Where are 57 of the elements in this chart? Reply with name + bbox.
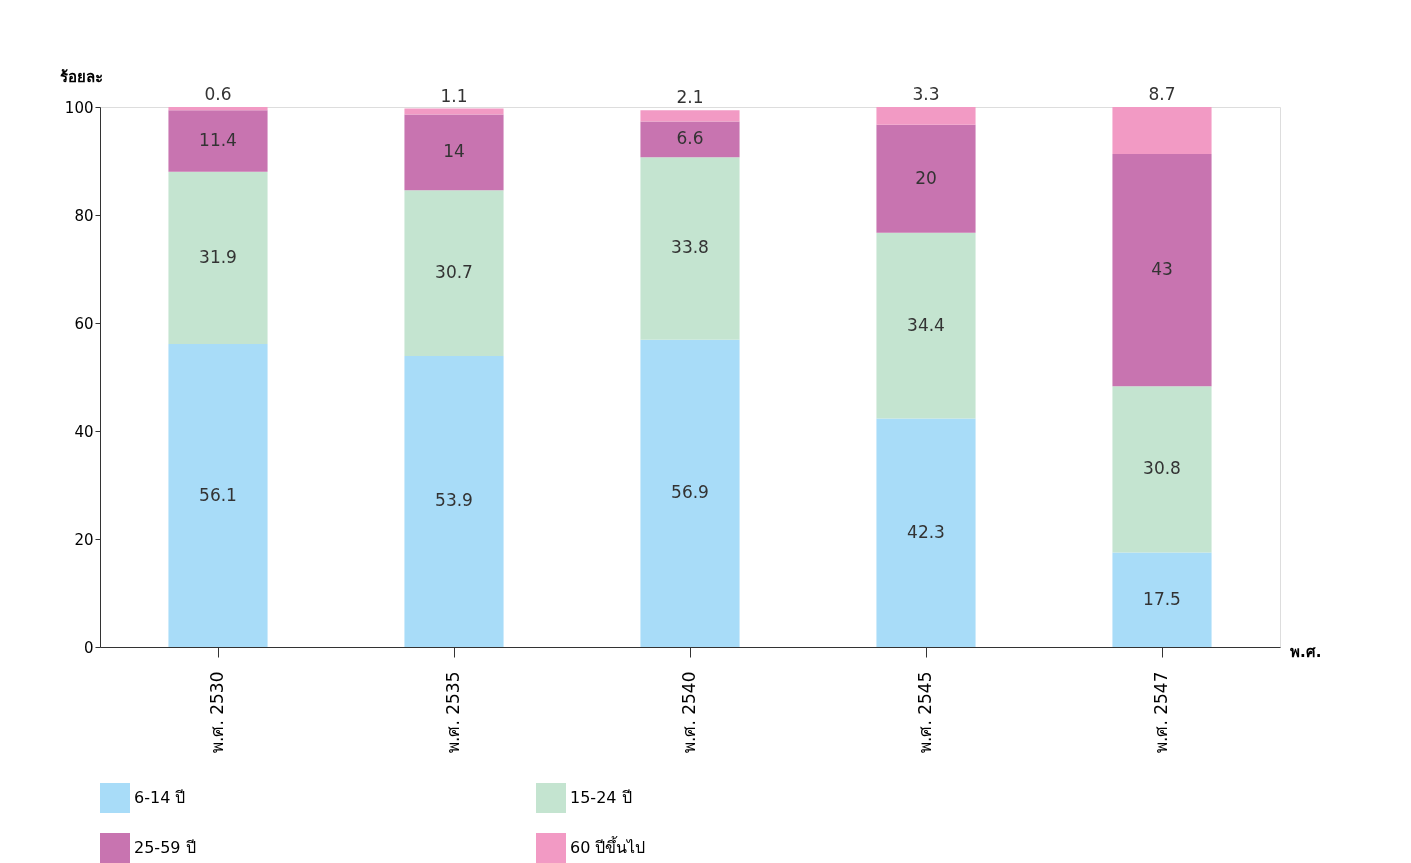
- bar: [1112, 552, 1212, 647]
- x-tick-label: พ.ศ. 2545: [915, 671, 935, 753]
- bar: [876, 107, 976, 125]
- bar: [168, 110, 268, 172]
- data-label: 30.7: [435, 262, 473, 283]
- bar: [876, 418, 976, 647]
- bar: [1112, 107, 1212, 154]
- data-label: 1.1: [440, 85, 468, 106]
- data-label: 43: [1151, 259, 1173, 280]
- bar: [404, 190, 504, 356]
- x-tick-label: พ.ศ. 2535: [443, 671, 463, 753]
- bar: [876, 232, 976, 419]
- y-tick-label: 80: [74, 206, 94, 225]
- data-label: 3.3: [912, 84, 940, 104]
- legend-label: 15-24 ปี: [570, 788, 632, 807]
- bar: [876, 124, 976, 233]
- x-tick-label: พ.ศ. 2540: [679, 671, 699, 753]
- legend-label: 25-59 ปี: [134, 838, 196, 857]
- bar: [404, 114, 504, 191]
- x-axis-title: พ.ศ.: [1290, 643, 1322, 661]
- bar: [168, 107, 268, 111]
- data-label: 17.5: [1143, 588, 1181, 609]
- y-tick-label: 20: [74, 530, 94, 549]
- bar: [168, 171, 268, 345]
- data-label: 6.6: [676, 128, 704, 149]
- data-label: 42.3: [907, 521, 945, 542]
- data-label: 34.4: [907, 314, 945, 335]
- y-axis-title: ร้อยละ: [60, 68, 103, 86]
- bar: [640, 121, 740, 158]
- y-tick-label: 100: [64, 98, 94, 117]
- y-tick-label: 40: [74, 422, 94, 441]
- data-label: 2.1: [676, 87, 704, 108]
- data-label: 8.7: [1148, 84, 1176, 104]
- data-label: 0.6: [204, 84, 232, 104]
- data-label: 53.9: [435, 490, 473, 511]
- y-tick-label: 0: [83, 638, 94, 657]
- data-label: 14: [443, 141, 465, 162]
- data-label: 31.9: [199, 246, 237, 267]
- legend-label: 60 ปีขึ้นไป: [570, 836, 646, 857]
- bar: [1112, 153, 1212, 387]
- data-label: 56.1: [199, 484, 237, 505]
- bar: [404, 108, 504, 115]
- y-tick-label: 60: [74, 314, 94, 333]
- x-tick-label: พ.ศ. 2547: [1151, 671, 1171, 753]
- data-label: 33.8: [671, 237, 709, 258]
- data-label: 30.8: [1143, 458, 1181, 479]
- bar: [168, 344, 268, 647]
- bar: [640, 157, 740, 340]
- data-label: 11.4: [199, 130, 237, 151]
- data-label: 20: [915, 167, 937, 188]
- bar: [1112, 386, 1212, 553]
- bar: [640, 110, 740, 122]
- x-tick-label: พ.ศ. 2530: [207, 671, 227, 753]
- bar: [640, 339, 740, 647]
- bar: [404, 355, 504, 647]
- legend-label: 6-14 ปี: [134, 788, 186, 807]
- data-label: 56.9: [671, 482, 709, 503]
